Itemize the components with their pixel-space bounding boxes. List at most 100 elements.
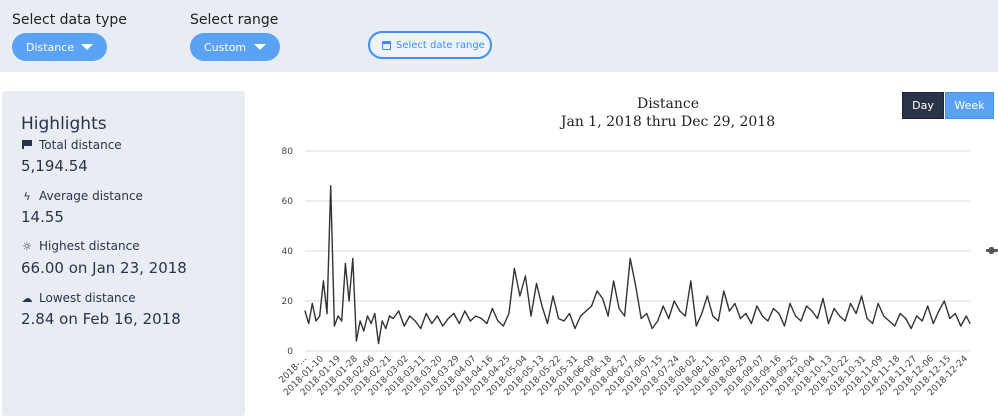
data-point bbox=[381, 320, 383, 322]
data-point bbox=[789, 302, 791, 305]
data-point bbox=[579, 315, 582, 317]
data-point bbox=[695, 325, 697, 327]
data-point bbox=[436, 315, 438, 317]
data-point bbox=[861, 295, 863, 297]
data-point bbox=[557, 317, 560, 320]
y-tick-label: 60 bbox=[282, 197, 294, 207]
distance-series-line bbox=[304, 185, 971, 345]
data-point bbox=[849, 302, 852, 305]
data-point bbox=[530, 315, 532, 317]
data-point bbox=[344, 262, 347, 265]
data-point bbox=[624, 315, 626, 317]
lightning-icon: ϟ bbox=[23, 189, 31, 203]
data-point bbox=[960, 325, 962, 327]
data-point bbox=[888, 320, 890, 322]
sun-icon: ☼ bbox=[22, 239, 32, 253]
range-value: Custom bbox=[204, 40, 247, 54]
data-point bbox=[377, 342, 380, 345]
chevron-down-icon bbox=[81, 44, 93, 50]
data-point bbox=[552, 295, 554, 297]
lowest-distance-label: Lowest distance bbox=[39, 291, 136, 305]
data-point bbox=[388, 315, 391, 317]
data-point bbox=[932, 322, 934, 325]
data-point bbox=[322, 280, 324, 282]
y-tick-label: 40 bbox=[282, 247, 294, 257]
data-point bbox=[855, 312, 857, 315]
data-point bbox=[723, 290, 725, 292]
average-distance-value: 14.55 bbox=[21, 208, 64, 226]
highest-distance-label: Highest distance bbox=[39, 239, 140, 253]
data-point bbox=[341, 320, 343, 322]
data-point bbox=[734, 302, 736, 305]
select-date-range-label: Select date range bbox=[396, 39, 485, 51]
data-point bbox=[398, 310, 400, 312]
week-toggle-button[interactable]: Week bbox=[945, 92, 994, 119]
data-point bbox=[497, 320, 499, 322]
data-point bbox=[348, 300, 350, 302]
data-point bbox=[366, 315, 369, 317]
data-point bbox=[420, 327, 422, 330]
data-point bbox=[783, 325, 786, 327]
data-point bbox=[304, 310, 306, 312]
data-point bbox=[585, 310, 587, 312]
data-point bbox=[311, 302, 313, 305]
total-distance-value: 5,194.54 bbox=[21, 157, 88, 175]
data-point bbox=[662, 305, 664, 307]
data-point bbox=[370, 322, 372, 325]
total-distance-label-row: Total distance bbox=[21, 138, 122, 152]
chart-title: Distance bbox=[636, 96, 699, 112]
highest-distance-value: 66.00 on Jan 23, 2018 bbox=[21, 259, 187, 277]
data-point bbox=[827, 322, 830, 325]
chart-resize-handle[interactable] bbox=[986, 247, 998, 254]
data-point bbox=[519, 295, 521, 297]
data-point bbox=[761, 315, 764, 317]
data-point bbox=[629, 257, 631, 260]
y-tick-label: 20 bbox=[282, 297, 294, 307]
data-point bbox=[657, 320, 659, 322]
data-point bbox=[811, 310, 813, 312]
data-point bbox=[949, 317, 951, 320]
range-dropdown[interactable]: Custom bbox=[190, 33, 280, 61]
data-point bbox=[750, 322, 752, 325]
data-point bbox=[833, 307, 835, 310]
data-point bbox=[453, 312, 455, 315]
data-point bbox=[805, 305, 808, 307]
data-point bbox=[469, 320, 471, 322]
data-point bbox=[635, 285, 637, 287]
data-point bbox=[969, 322, 971, 325]
data-type-dropdown[interactable]: Distance bbox=[12, 33, 107, 61]
data-point bbox=[739, 317, 741, 320]
data-point bbox=[965, 315, 967, 317]
data-point bbox=[877, 302, 879, 305]
data-point bbox=[447, 317, 449, 320]
total-distance-label: Total distance bbox=[39, 138, 122, 152]
data-point bbox=[894, 325, 896, 327]
data-point bbox=[910, 327, 912, 330]
data-point bbox=[563, 320, 565, 322]
data-point bbox=[844, 320, 846, 322]
data-point bbox=[574, 327, 576, 330]
data-point bbox=[866, 317, 868, 320]
day-toggle-button[interactable]: Day bbox=[902, 92, 944, 119]
cloud-icon: ☁ bbox=[21, 291, 33, 305]
data-point bbox=[651, 327, 653, 330]
data-point bbox=[668, 317, 670, 320]
data-type-value: Distance bbox=[26, 40, 75, 54]
data-point bbox=[508, 312, 510, 315]
data-point bbox=[640, 317, 642, 320]
data-point bbox=[601, 297, 604, 300]
data-point bbox=[315, 320, 317, 322]
data-point bbox=[800, 320, 802, 322]
data-point bbox=[778, 312, 780, 315]
data-point bbox=[921, 320, 923, 322]
data-point bbox=[899, 312, 901, 315]
select-date-range-button[interactable]: Select date range bbox=[368, 31, 492, 59]
data-point bbox=[745, 312, 747, 315]
data-point bbox=[767, 320, 769, 322]
data-point bbox=[464, 310, 466, 312]
data-point bbox=[502, 325, 504, 327]
data-point bbox=[772, 307, 775, 310]
data-point bbox=[916, 315, 918, 317]
data-point bbox=[431, 322, 433, 325]
data-point bbox=[607, 315, 609, 317]
